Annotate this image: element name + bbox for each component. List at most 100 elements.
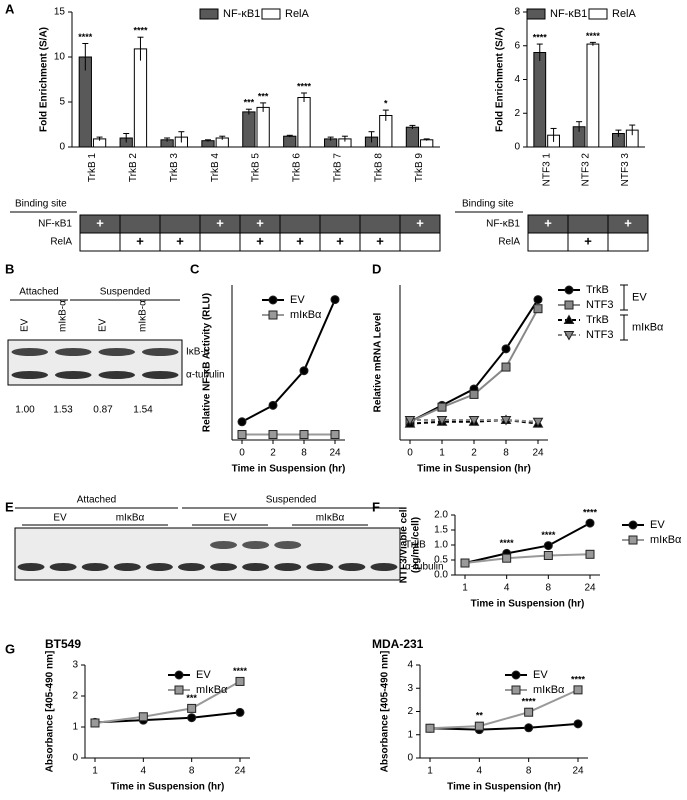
point (330, 295, 340, 305)
point (404, 415, 416, 426)
table-cell (279, 214, 321, 234)
x-tick-label: TrkB 2 (128, 153, 139, 183)
line (429, 722, 579, 731)
point (573, 719, 583, 729)
x-tick-label: 1 (92, 766, 98, 777)
row-label: NF-κB1 (38, 219, 72, 230)
legend-swatch (199, 8, 219, 20)
legend-group: mIκBα (632, 321, 664, 333)
point (237, 417, 247, 427)
band (11, 348, 49, 356)
x-tick-label: 24 (584, 583, 596, 594)
lane-label: mIκB-α (138, 300, 149, 332)
bar (283, 135, 297, 148)
table-header: Binding site (15, 199, 67, 210)
table-cell (607, 232, 649, 252)
quantification: 1.00 (15, 405, 35, 416)
legend-swatch (526, 8, 546, 20)
panel-label: G (5, 641, 15, 656)
band-label: IκB-α (186, 347, 210, 358)
point (524, 723, 534, 733)
legend-marker (564, 300, 574, 310)
significance: * (384, 98, 388, 108)
line (409, 308, 539, 423)
cell-mark: + (256, 215, 264, 230)
legend-label: RelA (285, 8, 310, 20)
legend-label: EV (533, 669, 548, 681)
x-tick-label: 2 (270, 448, 276, 459)
y-tick-label: 4 (407, 660, 413, 671)
legend-marker (628, 520, 638, 530)
y-tick-label: 0 (407, 753, 413, 764)
significance: **** (297, 81, 312, 91)
x-tick-label: 4 (477, 766, 483, 777)
bar (533, 52, 547, 148)
point (237, 430, 247, 440)
x-tick-label: 1 (427, 766, 433, 777)
x-tick-label: 8 (503, 448, 509, 459)
significance: **** (78, 32, 93, 42)
y-tick-label: 2.0 (434, 510, 448, 521)
legend-label: RelA (612, 8, 637, 20)
band (274, 563, 302, 571)
cell-mark: + (296, 233, 304, 248)
table-header: Binding site (462, 199, 514, 210)
band (54, 348, 92, 356)
cell-mark: + (584, 233, 592, 248)
point (436, 415, 448, 426)
significance: **** (533, 32, 548, 42)
bar (133, 48, 148, 148)
point (502, 553, 512, 563)
band-label: α-tubulin (186, 370, 225, 381)
y-axis-label: Absorbance [405-490 nm] (380, 651, 391, 773)
y-tick-label: 0.0 (434, 570, 448, 581)
band (274, 541, 302, 549)
band-label: α-tubulin (405, 562, 444, 573)
legend-label: EV (650, 519, 665, 531)
y-tick-label: 0 (514, 142, 520, 153)
quantification: 1.53 (53, 405, 73, 416)
x-tick-label: 24 (532, 448, 544, 459)
significance: *** (244, 98, 255, 108)
significance: **** (522, 697, 537, 707)
legend-label: mIκBα (650, 534, 682, 546)
y-tick-label: 3 (72, 660, 78, 671)
y-tick-label: 15 (54, 7, 66, 18)
lane-label: EV (223, 513, 237, 524)
y-tick-label: 2 (514, 108, 520, 119)
y-axis-label: NTF3/Viable cell (399, 507, 410, 584)
chart-title: BT549 (45, 637, 81, 651)
significance: **** (500, 538, 515, 548)
band-label: TrkB (405, 540, 426, 551)
band (113, 563, 141, 571)
legend-marker (511, 685, 521, 695)
x-tick-label: 24 (329, 448, 341, 459)
line (464, 553, 591, 564)
quantification: 0.87 (93, 405, 113, 416)
x-tick-label: 8 (546, 583, 552, 594)
cell-mark: + (624, 215, 632, 230)
lane-label: EV (53, 513, 67, 524)
panel-label: E (5, 499, 14, 514)
y-tick-label: 1 (72, 722, 78, 733)
significance: **** (541, 530, 556, 540)
y-tick-label: 8 (514, 7, 520, 18)
x-tick-label: TrkB 1 (87, 153, 98, 183)
significance: **** (133, 26, 148, 36)
cell-mark: + (376, 233, 384, 248)
cell-mark: + (216, 215, 224, 230)
group-label: Attached (19, 287, 58, 298)
x-axis-label: Time in Suspension (hr) (417, 464, 531, 475)
panel-label: F (372, 499, 380, 514)
legend-swatch (588, 8, 608, 20)
group-label: Suspended (100, 287, 151, 298)
group-label: Attached (77, 495, 116, 506)
y-tick-label: 2 (72, 691, 78, 702)
y-axis-label: Relative mRNA Level (373, 312, 384, 412)
chart-title: MDA-231 (372, 637, 424, 651)
y-axis-label: (pg/mL/cell) (411, 517, 422, 573)
point (532, 417, 544, 428)
band (177, 563, 205, 571)
table-cell (319, 214, 361, 234)
x-tick-label: 2 (471, 448, 477, 459)
